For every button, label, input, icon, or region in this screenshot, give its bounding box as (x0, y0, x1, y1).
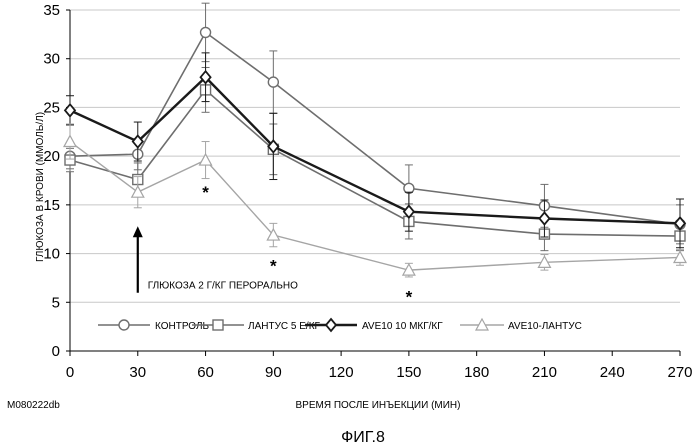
y-tick-label: 30 (43, 51, 60, 68)
y-axis-label: ГЛЮКОЗА В КРОВИ (ММОЛЬ/Л) (35, 112, 46, 262)
significance-asterisk: * (270, 256, 277, 275)
legend: КОНТРОЛЬ ЛАНТУС 5 Е/КГ AVE10 10 МКГ/КГ AVE1… (86, 312, 662, 338)
legend-label: КОНТРОЛЬ (155, 321, 210, 332)
x-tick-label: 240 (600, 364, 625, 381)
data-point (64, 136, 76, 147)
legend-label: AVE10 10 МКГ/КГ (362, 321, 443, 332)
legend-label: ЛАНТУС 5 Е/КГ (248, 321, 321, 332)
x-tick-label: 30 (129, 364, 146, 381)
series-line (70, 77, 680, 223)
plot-area (64, 3, 686, 277)
data-point (539, 212, 549, 224)
glucose-annotation: ГЛЮКОЗА 2 Г/КГ ПЕРОРАЛЬНО (148, 281, 298, 292)
glucose-arrow-head (133, 226, 143, 237)
legend-marker (119, 320, 129, 330)
data-point (268, 77, 278, 87)
x-axis-label: ВРЕМЯ ПОСЛЕ ИНЪЕКЦИИ (МИН) (296, 400, 461, 411)
y-tick-label: 35 (43, 2, 60, 19)
x-tick-label: 180 (464, 364, 489, 381)
gridlines (70, 10, 680, 302)
data-point (132, 186, 144, 197)
y-tick-label: 5 (52, 294, 60, 311)
series-square (65, 67, 685, 250)
x-tick-label: 120 (329, 364, 354, 381)
x-tick-labels: 0 30 60 90 120 150 180 210 240 270 (66, 364, 693, 381)
legend-marker (213, 320, 223, 330)
x-tick-label: 270 (667, 364, 692, 381)
legend-label: AVE10-ЛАНТУС (508, 321, 582, 332)
x-tick-label: 60 (197, 364, 214, 381)
significance-asterisk: * (202, 183, 209, 202)
y-tick-label: 0 (52, 343, 60, 360)
data-point (201, 27, 211, 37)
data-point (65, 104, 75, 116)
x-tick-label: 210 (532, 364, 557, 381)
x-tick-label: 90 (265, 364, 282, 381)
figure-caption: ФИГ.8 (341, 429, 385, 446)
significance-asterisk: * (406, 287, 413, 306)
figure-code: M080222db (7, 400, 60, 411)
series-diamond (65, 53, 685, 248)
x-tick-label: 150 (396, 364, 421, 381)
x-tick-label: 0 (66, 364, 74, 381)
